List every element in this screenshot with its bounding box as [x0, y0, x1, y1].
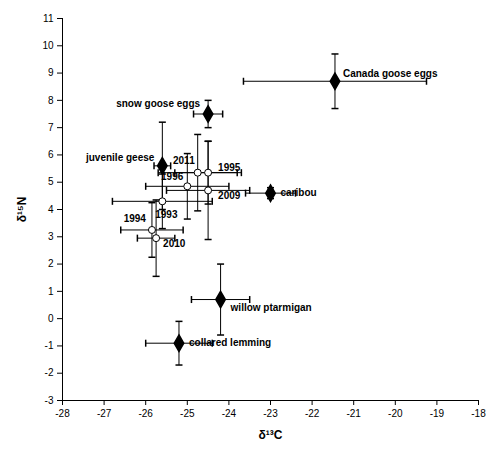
svg-text:6: 6 [48, 149, 54, 160]
svg-text:δ¹³C: δ¹³C [259, 428, 283, 442]
svg-text:-19: -19 [430, 408, 445, 419]
svg-text:10: 10 [42, 40, 54, 51]
svg-text:collared lemming: collared lemming [189, 337, 271, 348]
svg-text:δ¹⁵N: δ¹⁵N [15, 197, 29, 223]
svg-text:caribou: caribou [281, 187, 317, 198]
svg-text:-1: -1 [45, 340, 54, 351]
svg-text:willow ptarmigan: willow ptarmigan [230, 302, 312, 313]
svg-text:-18: -18 [471, 408, 486, 419]
svg-text:-20: -20 [388, 408, 403, 419]
svg-text:-23: -23 [263, 408, 278, 419]
svg-text:-25: -25 [180, 408, 195, 419]
svg-text:4: 4 [48, 204, 54, 215]
svg-text:Canada goose eggs: Canada goose eggs [343, 68, 438, 79]
svg-text:-28: -28 [55, 408, 70, 419]
svg-text:9: 9 [48, 67, 54, 78]
svg-text:-27: -27 [97, 408, 112, 419]
svg-text:-22: -22 [305, 408, 320, 419]
svg-text:1: 1 [48, 286, 54, 297]
svg-text:5: 5 [48, 176, 54, 187]
svg-text:1993: 1993 [155, 209, 178, 220]
svg-text:-26: -26 [138, 408, 153, 419]
svg-text:2009: 2009 [218, 190, 241, 201]
svg-text:-24: -24 [222, 408, 237, 419]
svg-text:-3: -3 [45, 395, 54, 406]
svg-text:-2: -2 [45, 367, 54, 378]
svg-text:0: 0 [48, 313, 54, 324]
svg-text:juvenile geese: juvenile geese [85, 152, 155, 163]
svg-text:1994: 1994 [124, 213, 147, 224]
svg-text:2011: 2011 [173, 155, 195, 166]
svg-text:11: 11 [43, 13, 54, 24]
svg-text:8: 8 [48, 95, 54, 106]
svg-text:1996: 1996 [161, 171, 184, 182]
svg-text:snow goose eggs: snow goose eggs [116, 98, 200, 109]
svg-text:2: 2 [48, 258, 54, 269]
svg-text:1995: 1995 [218, 162, 241, 173]
svg-text:2010: 2010 [163, 238, 186, 249]
svg-text:3: 3 [48, 231, 54, 242]
svg-text:7: 7 [48, 122, 54, 133]
svg-text:-21: -21 [346, 408, 361, 419]
